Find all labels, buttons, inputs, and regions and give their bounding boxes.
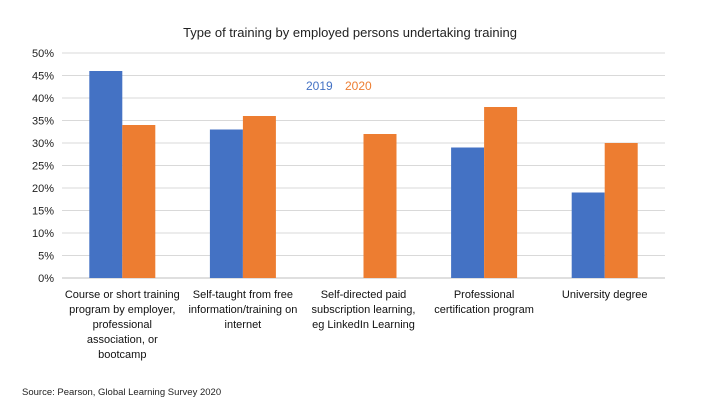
y-tick-label: 30%	[32, 138, 54, 150]
y-tick-label: 20%	[32, 183, 54, 195]
source-note: Source: Pearson, Global Learning Survey …	[22, 387, 222, 398]
x-category-label: University degree	[562, 289, 648, 301]
x-category-label: Self-taught from free information/trainin…	[188, 289, 297, 331]
legend-2020: 2020	[345, 79, 372, 93]
bar-2020	[484, 107, 518, 278]
bar-2020	[604, 143, 638, 278]
bar-2020	[242, 116, 276, 278]
bar-chart: Type of training by employed persons und…	[32, 25, 665, 361]
y-axis-ticks: 0% 5% 10% 15% 20% 25% 30% 35% 40% 45% 50%	[32, 48, 54, 285]
bar-2020	[122, 125, 156, 278]
bar-2020	[363, 134, 397, 278]
y-tick-label: 25%	[32, 161, 54, 173]
bars	[89, 71, 638, 278]
y-tick-label: 50%	[32, 48, 54, 60]
bar-2019	[209, 129, 243, 278]
legend: 2019 2020	[306, 79, 372, 93]
bar-2019	[571, 192, 605, 278]
chart-title: Type of training by employed persons und…	[183, 25, 517, 40]
bar-2019	[89, 71, 123, 278]
x-category-label: Self-directed paid subscription learning,…	[312, 289, 416, 331]
bar-2019	[451, 147, 485, 278]
y-tick-label: 35%	[32, 116, 54, 128]
y-tick-label: 15%	[32, 206, 54, 218]
x-category-label: Professional certification program	[434, 289, 534, 316]
x-category-label: Course or short training program by emplo…	[65, 289, 180, 361]
legend-2019: 2019	[306, 79, 333, 93]
y-tick-label: 5%	[38, 251, 54, 263]
y-tick-label: 10%	[32, 228, 54, 240]
y-tick-label: 45%	[32, 71, 54, 83]
y-tick-label: 40%	[32, 93, 54, 105]
x-axis-labels: Course or short training program by emplo…	[65, 289, 648, 361]
y-tick-label: 0%	[38, 273, 54, 285]
